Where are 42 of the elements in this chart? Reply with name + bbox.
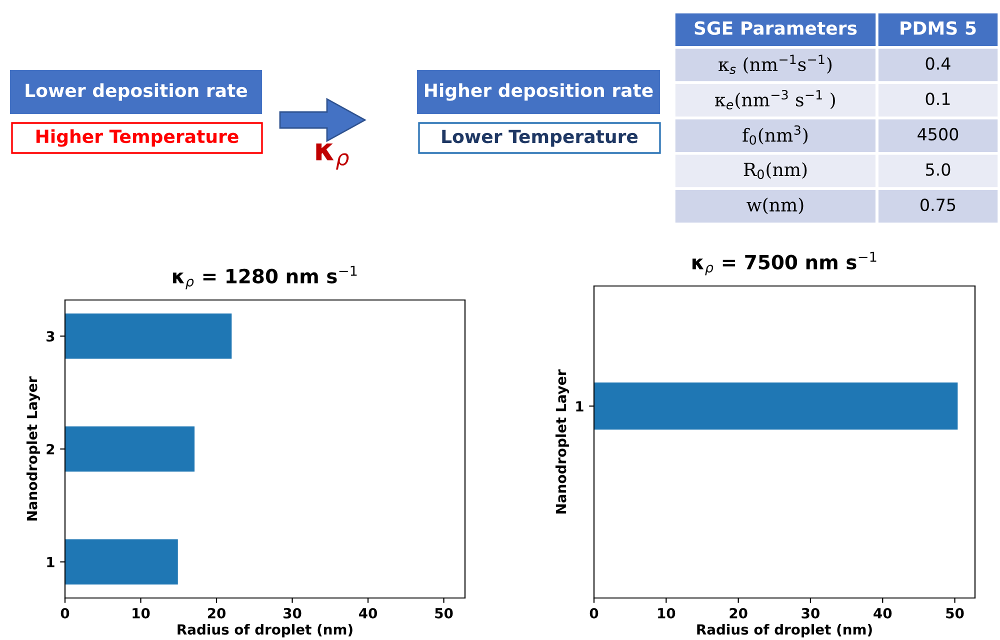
x-tick-label: 20 bbox=[208, 608, 226, 618]
bar bbox=[65, 426, 195, 472]
text: PDMS 5 bbox=[900, 21, 976, 35]
text: Lower Temperature bbox=[442, 130, 638, 147]
chart-title: κ$_{ρ}$ = 7500 nm s$^{−1}$ bbox=[692, 252, 876, 276]
bar bbox=[65, 314, 232, 359]
chart-title: κ$_{ρ}$ = 1280 nm s$^{−1}$ bbox=[173, 266, 357, 290]
text: κ$_{e}$(nm$^{−3}$ s$^{−1}$ ) bbox=[715, 90, 835, 110]
x-tick-label: 50 bbox=[435, 608, 453, 618]
x-axis-title: Radius of droplet (nm) bbox=[697, 624, 872, 638]
text: κ$_{s}$ (nm$^{−1}$s$^{−1}$) bbox=[718, 54, 832, 74]
text: SGE Parameters bbox=[694, 21, 857, 35]
text: Lower deposition rate bbox=[26, 83, 248, 101]
y-tick-label: 3 bbox=[46, 331, 54, 342]
y-axis-title: Nanodroplet Layer bbox=[26, 376, 40, 520]
y-tick-label: 1 bbox=[576, 401, 584, 412]
x-tick-label: 10 bbox=[132, 608, 150, 618]
y-tick-label: 2 bbox=[46, 444, 54, 454]
x-tick-label: 40 bbox=[358, 608, 378, 618]
x-tick-label: 40 bbox=[874, 608, 892, 618]
text: 0.1 bbox=[926, 92, 950, 106]
x-axis-title: Radius of droplet (nm) bbox=[178, 624, 352, 638]
x-tick-label: 50 bbox=[946, 608, 964, 618]
x-tick-label: 30 bbox=[284, 608, 302, 618]
x-tick-label: 20 bbox=[730, 608, 748, 618]
text: 5.0 bbox=[926, 163, 950, 176]
text: Higher Temperature bbox=[36, 129, 238, 147]
text: 0.4 bbox=[926, 57, 950, 70]
text: w(nm) bbox=[746, 198, 804, 214]
text: f$_{0}$(nm$^{3}$) bbox=[742, 125, 808, 145]
text: 0.75 bbox=[920, 198, 956, 212]
text: Higher deposition rate bbox=[425, 83, 653, 101]
x-tick-label: 10 bbox=[658, 608, 676, 618]
x-tick-label: 0 bbox=[60, 608, 70, 618]
text: R$_{0}$(nm) bbox=[744, 162, 807, 180]
bar bbox=[65, 539, 178, 584]
y-tick-label: 1 bbox=[47, 557, 54, 568]
y-axis-title: Nanodroplet Layer bbox=[556, 369, 570, 514]
text: 4500 bbox=[918, 128, 958, 141]
x-tick-label: 30 bbox=[802, 608, 820, 618]
text: κ$_{ρ}$ bbox=[316, 144, 349, 170]
x-tick-label: 0 bbox=[590, 608, 598, 618]
